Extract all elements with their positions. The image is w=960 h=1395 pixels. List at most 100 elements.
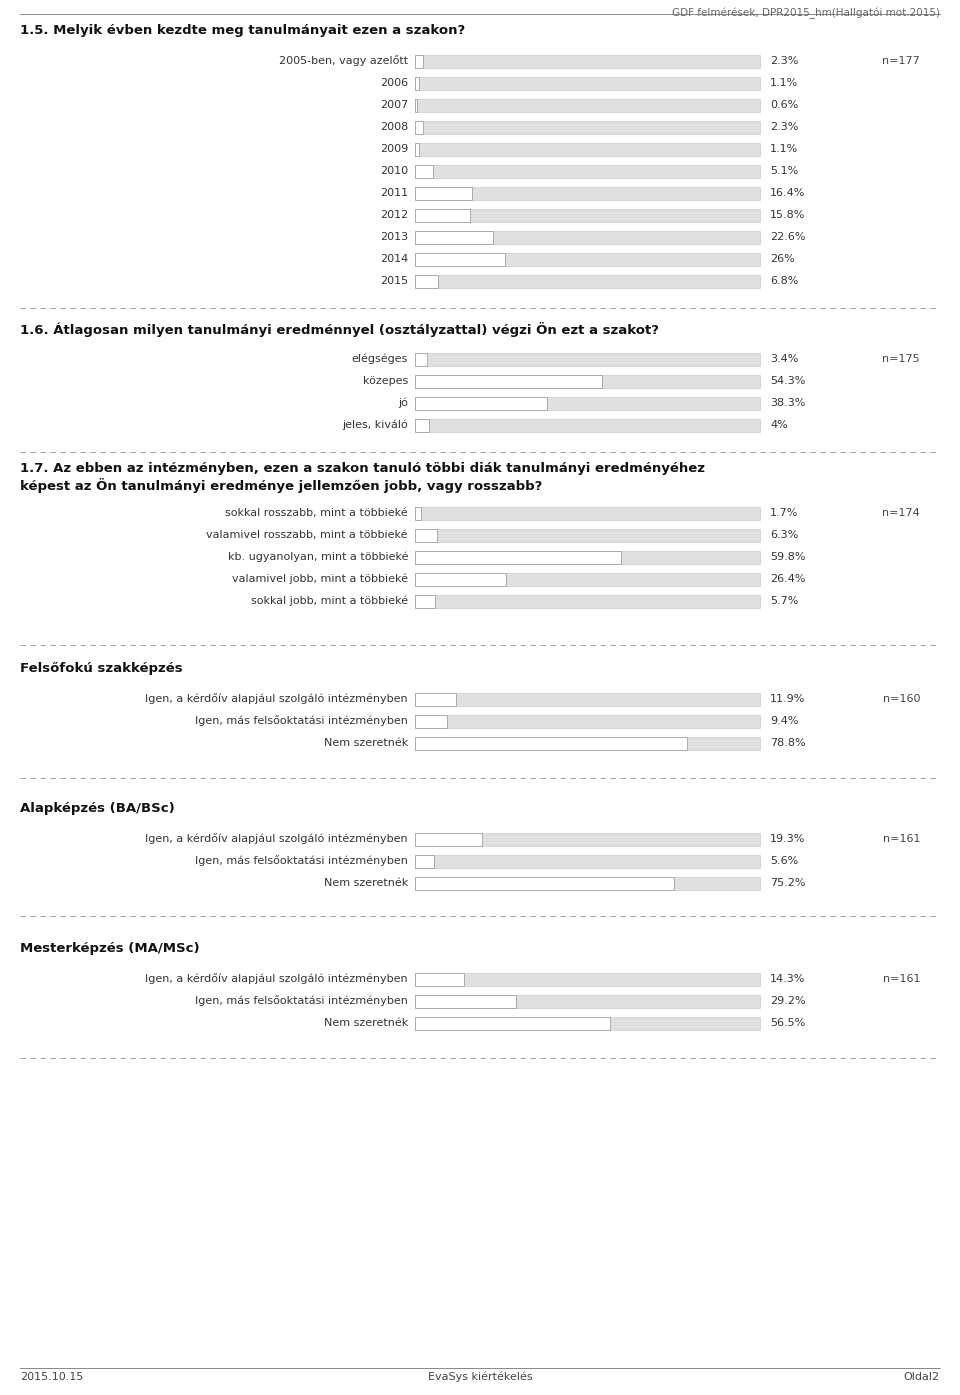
Bar — [415, 275, 760, 287]
Text: 2008: 2008 — [380, 121, 408, 133]
Bar — [415, 833, 760, 845]
Text: Nem szeretnék: Nem szeretnék — [324, 1018, 408, 1028]
Text: n=161: n=161 — [882, 834, 920, 844]
Text: 1.1%: 1.1% — [770, 78, 799, 88]
Text: Igen, a kérdőív alapjául szolgáló intézményben: Igen, a kérdőív alapjául szolgáló intézm… — [145, 834, 408, 844]
Text: 26%: 26% — [770, 254, 795, 264]
Text: 15.8%: 15.8% — [770, 211, 805, 220]
Text: n=174: n=174 — [882, 508, 920, 518]
Text: 1.5. Melyik évben kezdte meg tanulmányait ezen a szakon?: 1.5. Melyik évben kezdte meg tanulmányai… — [20, 24, 466, 38]
Text: 2.3%: 2.3% — [770, 121, 799, 133]
Text: 38.3%: 38.3% — [770, 398, 805, 407]
Bar — [415, 208, 760, 222]
Bar — [415, 1017, 610, 1030]
Bar — [415, 594, 435, 607]
Text: Felsőfokú szakképzés: Felsőfokú szakképzés — [20, 663, 182, 675]
Bar — [415, 165, 433, 177]
Text: Igen, más felsőoktatási intézményben: Igen, más felsőoktatási intézményben — [195, 996, 408, 1006]
Bar — [415, 506, 760, 519]
Text: 2007: 2007 — [380, 100, 408, 110]
Bar — [415, 833, 482, 845]
Text: kb. ugyanolyan, mint a többieké: kb. ugyanolyan, mint a többieké — [228, 552, 408, 562]
Text: 5.7%: 5.7% — [770, 596, 799, 605]
Bar — [415, 54, 760, 67]
Text: Igen, más felsőoktatási intézményben: Igen, más felsőoktatási intézményben — [195, 716, 408, 727]
Text: 2014: 2014 — [380, 254, 408, 264]
Bar — [415, 737, 760, 749]
Text: 1.7%: 1.7% — [770, 508, 799, 518]
Text: n=161: n=161 — [882, 974, 920, 983]
Bar — [415, 275, 439, 287]
Text: Igen, a kérdőív alapjául szolgáló intézményben: Igen, a kérdőív alapjául szolgáló intézm… — [145, 693, 408, 704]
Text: 6.8%: 6.8% — [770, 276, 799, 286]
Text: Alapképzés (BA/BSc): Alapképzés (BA/BSc) — [20, 802, 175, 815]
Bar — [415, 142, 419, 155]
Bar — [415, 692, 456, 706]
Bar — [415, 230, 760, 244]
Bar — [415, 972, 465, 985]
Text: 59.8%: 59.8% — [770, 552, 805, 562]
Bar — [415, 252, 760, 265]
Text: 1.1%: 1.1% — [770, 144, 799, 153]
Text: 2015: 2015 — [380, 276, 408, 286]
Text: 9.4%: 9.4% — [770, 716, 799, 725]
Text: 0.6%: 0.6% — [770, 100, 799, 110]
Text: jeles, kiváló: jeles, kiváló — [343, 420, 408, 430]
Text: 78.8%: 78.8% — [770, 738, 805, 748]
Text: Oldal2: Oldal2 — [904, 1373, 940, 1382]
Bar — [415, 855, 760, 868]
Text: EvaSys kiértékelés: EvaSys kiértékelés — [428, 1373, 532, 1382]
Text: 26.4%: 26.4% — [770, 573, 805, 585]
Text: sokkal rosszabb, mint a többieké: sokkal rosszabb, mint a többieké — [226, 508, 408, 518]
Bar — [415, 77, 419, 89]
Bar — [415, 737, 686, 749]
Bar — [415, 353, 427, 365]
Text: n=175: n=175 — [882, 354, 920, 364]
Bar — [415, 972, 760, 985]
Text: 2015.10.15: 2015.10.15 — [20, 1373, 84, 1382]
Bar — [415, 995, 760, 1007]
Text: Nem szeretnék: Nem szeretnék — [324, 877, 408, 889]
Bar — [415, 572, 760, 586]
Bar — [415, 551, 760, 564]
Bar — [415, 529, 437, 541]
Text: 2011: 2011 — [380, 188, 408, 198]
Bar — [415, 230, 493, 244]
Text: 56.5%: 56.5% — [770, 1018, 805, 1028]
Text: 11.9%: 11.9% — [770, 693, 805, 704]
Bar — [415, 572, 506, 586]
Text: 29.2%: 29.2% — [770, 996, 805, 1006]
Text: valamivel jobb, mint a többieké: valamivel jobb, mint a többieké — [232, 573, 408, 585]
Text: képest az Ön tanulmányi eredménye jellemzően jobb, vagy rosszabb?: képest az Ön tanulmányi eredménye jellem… — [20, 478, 542, 492]
Bar — [415, 374, 602, 388]
Bar — [415, 506, 420, 519]
Text: 22.6%: 22.6% — [770, 232, 805, 241]
Text: n=160: n=160 — [882, 693, 920, 704]
Text: 3.4%: 3.4% — [770, 354, 799, 364]
Text: 54.3%: 54.3% — [770, 377, 805, 386]
Bar — [415, 876, 760, 890]
Text: 4%: 4% — [770, 420, 788, 430]
Bar — [415, 418, 429, 431]
Text: 2009: 2009 — [380, 144, 408, 153]
Bar — [415, 99, 760, 112]
Bar — [415, 120, 423, 134]
Text: 75.2%: 75.2% — [770, 877, 805, 889]
Bar — [415, 1017, 760, 1030]
Bar — [415, 142, 760, 155]
Bar — [415, 995, 516, 1007]
Text: Nem szeretnék: Nem szeretnék — [324, 738, 408, 748]
Text: Igen, más felsőoktatási intézményben: Igen, más felsőoktatási intézményben — [195, 855, 408, 866]
Text: 2005-ben, vagy azelőtt: 2005-ben, vagy azelőtt — [278, 56, 408, 67]
Bar — [415, 418, 760, 431]
Text: n=177: n=177 — [882, 56, 920, 66]
Bar — [415, 529, 760, 541]
Bar — [415, 208, 469, 222]
Text: sokkal jobb, mint a többieké: sokkal jobb, mint a többieké — [251, 596, 408, 607]
Bar — [415, 252, 505, 265]
Text: 1.6. Átlagosan milyen tanulmányi eredménnyel (osztályzattal) végzi Ön ezt a szak: 1.6. Átlagosan milyen tanulmányi eredmén… — [20, 322, 659, 338]
Text: 14.3%: 14.3% — [770, 974, 805, 983]
Bar — [415, 594, 760, 607]
Text: 1.7. Az ebben az intézményben, ezen a szakon tanuló többi diák tanulmányi eredmé: 1.7. Az ebben az intézményben, ezen a sz… — [20, 462, 705, 476]
Bar — [415, 120, 760, 134]
